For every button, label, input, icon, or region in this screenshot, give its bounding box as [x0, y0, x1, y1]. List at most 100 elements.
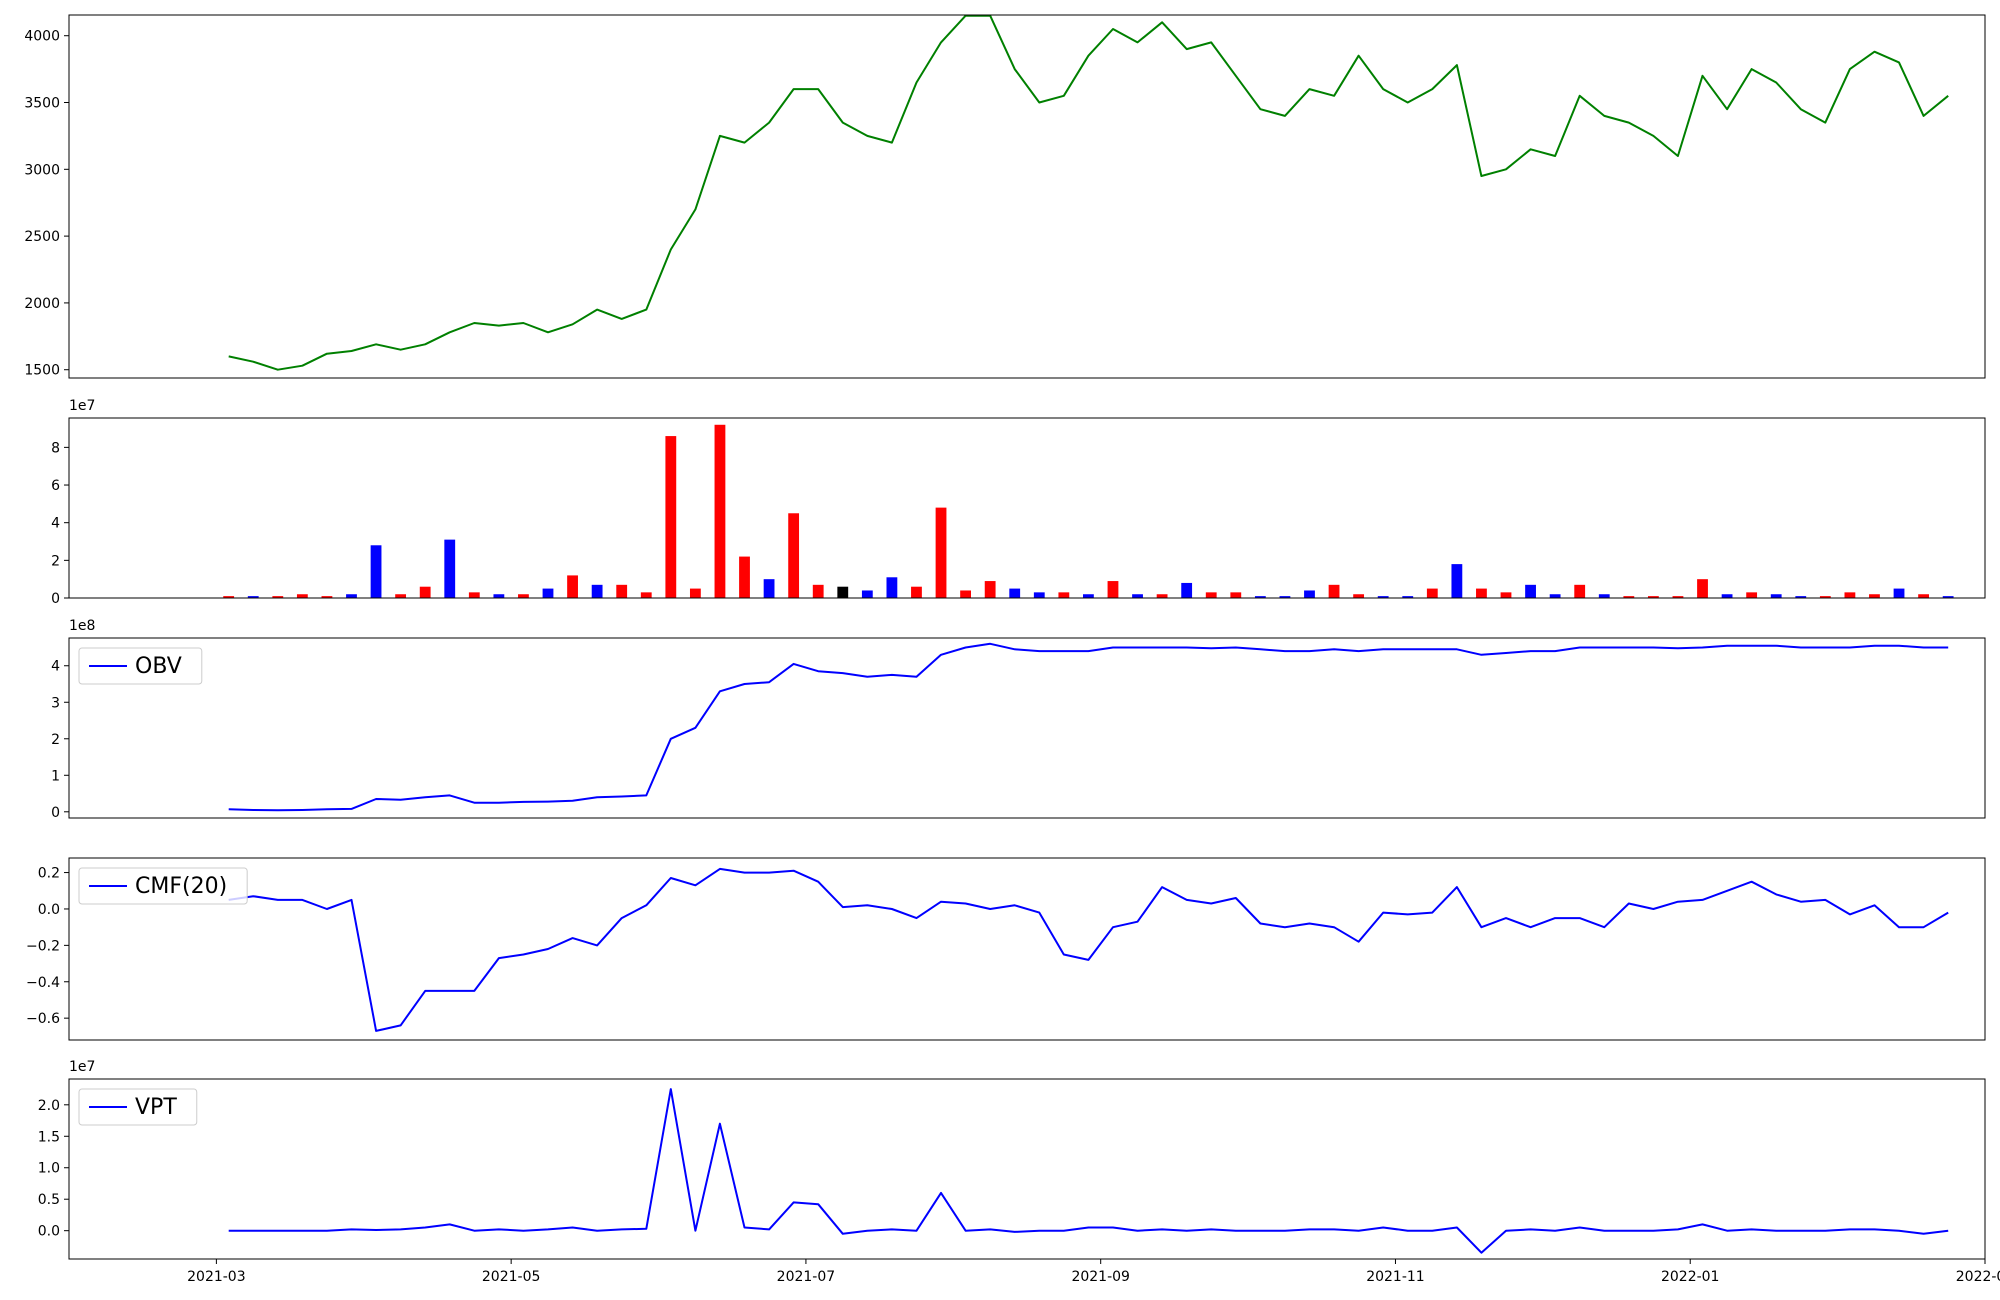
y-tick-label: 3	[51, 695, 60, 711]
bar	[812, 584, 824, 598]
y-tick-label: 2500	[24, 229, 60, 245]
y-tick-label: 1.0	[38, 1161, 60, 1177]
bar	[616, 584, 628, 598]
bar	[714, 424, 726, 598]
bar	[1672, 596, 1684, 598]
bar	[1844, 592, 1856, 598]
x-tick-label: 2022-01	[1661, 1269, 1720, 1285]
y-tick-label: −0.4	[26, 975, 60, 991]
bar	[1377, 596, 1389, 598]
bar	[665, 436, 677, 598]
bar	[1402, 596, 1414, 598]
bar	[1770, 594, 1782, 598]
bar	[640, 592, 652, 598]
x-tick-label: 2021-09	[1071, 1269, 1130, 1285]
bar	[370, 545, 382, 598]
bar	[886, 577, 898, 598]
y-tick-label: 0.2	[38, 866, 60, 882]
bar	[1353, 594, 1365, 598]
bar	[960, 590, 971, 598]
bar	[1697, 579, 1708, 598]
bar	[689, 588, 701, 598]
legend-box	[78, 1088, 198, 1126]
bar	[984, 581, 996, 598]
legend: OBV	[78, 647, 203, 685]
bar	[395, 594, 407, 598]
y-tick-label: 0.0	[38, 1224, 60, 1240]
bar	[591, 584, 603, 598]
y-tick-label: 4	[51, 659, 60, 675]
bar	[1058, 592, 1070, 598]
bar	[1918, 594, 1929, 598]
x-tick-label: 2021-03	[187, 1269, 246, 1285]
y-tick-label: 4000	[24, 29, 60, 45]
bar	[1476, 588, 1487, 598]
legend-label: VPT	[135, 1095, 177, 1120]
bar	[1525, 584, 1536, 598]
bar	[296, 594, 308, 598]
bar	[1500, 592, 1512, 598]
y-tick-label: 0	[51, 805, 60, 821]
legend-box	[78, 647, 203, 685]
bar	[1574, 584, 1586, 598]
bar	[911, 586, 922, 598]
y-tick-label: 4	[51, 516, 60, 532]
axis-offset-label: 1e8	[69, 618, 95, 634]
bar	[1033, 592, 1045, 598]
data-line	[228, 867, 1949, 1032]
bar	[763, 579, 775, 598]
bar	[468, 592, 480, 598]
y-tick-label: 3500	[24, 96, 60, 112]
subplot: −0.6 −0.4 −0.2 0.0 0.2 CMF(20)	[26, 857, 1986, 1041]
y-tick-label: 0.0	[38, 902, 60, 918]
bar	[1942, 596, 1954, 598]
bar	[493, 594, 505, 598]
bar	[518, 594, 529, 598]
y-tick-label: −0.2	[26, 938, 60, 954]
bar	[1426, 588, 1438, 598]
bar	[1230, 592, 1242, 598]
bar	[739, 556, 750, 598]
y-tick-label: 2	[51, 553, 60, 569]
axis-offset-label: 1e7	[69, 398, 95, 414]
x-tick-label: 2021-07	[777, 1269, 836, 1285]
bar	[1795, 596, 1807, 598]
y-tick-label: 2.0	[38, 1098, 60, 1114]
axes-frame	[68, 14, 1986, 379]
bar	[567, 575, 578, 598]
bar	[1869, 594, 1880, 598]
y-tick-label: 6	[51, 478, 60, 494]
bar	[1549, 594, 1561, 598]
bar	[444, 539, 456, 598]
bar	[346, 594, 357, 598]
y-tick-label: 1.5	[38, 1129, 60, 1145]
legend: VPT	[78, 1088, 198, 1126]
axes-frame	[68, 417, 1986, 599]
axes-frame	[68, 857, 1986, 1041]
legend-label: CMF(20)	[135, 874, 227, 899]
bar	[1009, 588, 1021, 598]
bar	[272, 596, 284, 598]
x-tick-label: 2021-11	[1366, 1269, 1425, 1285]
data-line	[228, 1088, 1949, 1254]
bar	[861, 590, 873, 598]
bar	[788, 513, 800, 598]
subplot: 0.0 0.5 1.0 1.5 2.0 2021-03 2021-05 2021-07 2021…	[38, 1059, 2000, 1285]
bar	[247, 596, 259, 598]
axes-frame	[68, 637, 1986, 819]
bar	[1254, 596, 1266, 598]
y-tick-label: 0	[51, 591, 60, 607]
axes-frame	[68, 1078, 1986, 1260]
bar	[419, 586, 431, 598]
bar	[1623, 596, 1635, 598]
y-tick-label: 1500	[24, 363, 60, 379]
bar	[1647, 596, 1659, 598]
data-line	[228, 642, 1949, 812]
bar	[1451, 564, 1463, 598]
bar	[1746, 592, 1758, 598]
bar	[223, 596, 235, 598]
y-tick-label: 1	[51, 768, 60, 784]
bar	[1328, 584, 1340, 598]
bar	[1083, 594, 1094, 598]
